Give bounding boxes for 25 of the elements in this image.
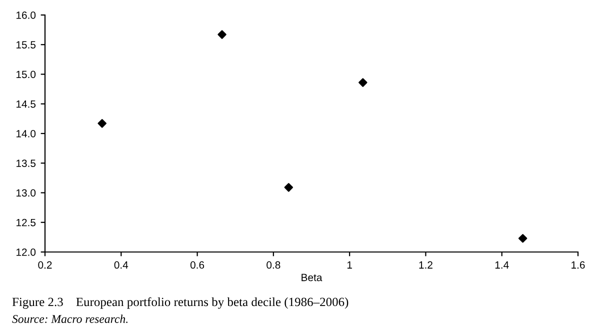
x-axis-title: Beta: [302, 274, 322, 282]
x-tick-label: 1.2: [419, 261, 432, 269]
y-tick-label: 13.0: [16, 189, 36, 197]
point: [218, 30, 226, 39]
x-tick-label: 1: [347, 261, 352, 269]
x-tick-label: 1.6: [572, 261, 585, 269]
point: [284, 183, 294, 192]
x-tick-label: 0.6: [190, 261, 204, 269]
y-tick-label: 15.5: [16, 41, 36, 48]
y-tick-label: 16.0: [16, 12, 36, 19]
point: [518, 234, 528, 243]
y-tick-label: 12.0: [16, 248, 36, 256]
text: Figure 2.3 European portfolio returns by beta decile (1986–2006): [12, 297, 348, 309]
source-note: Source: Macro research.: [12, 314, 128, 324]
y-tick-label: 15.0: [16, 70, 36, 78]
x-tick-label: 0.2: [38, 261, 52, 269]
y-tick-label: 14.5: [16, 100, 36, 108]
x-tick-label: 1.4: [495, 261, 509, 269]
y-tick-label: 13.5: [16, 160, 36, 167]
point: [358, 78, 368, 87]
x-tick-label: 0.4: [114, 261, 128, 269]
x-tick-label: 0.8: [266, 261, 280, 269]
y-tick-label: 12.5: [16, 218, 36, 226]
point: [98, 119, 106, 128]
y-tick-label: 14.0: [16, 130, 36, 138]
